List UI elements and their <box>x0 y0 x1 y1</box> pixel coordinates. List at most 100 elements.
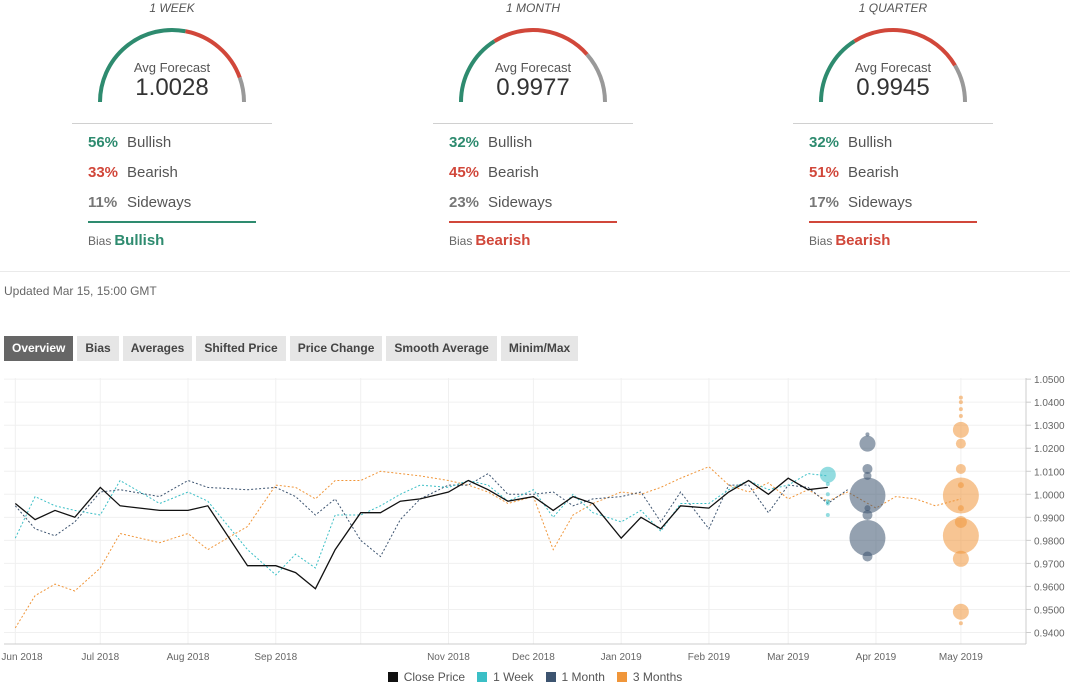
legend-label: 1 Week <box>493 670 534 684</box>
bullish-pct: 56% <box>88 134 119 151</box>
forecast-bubble <box>862 551 873 562</box>
x-tick-label: Jun 2018 <box>1 652 43 663</box>
y-tick-label: 0.9500 <box>1034 605 1065 616</box>
tab-price-change[interactable]: Price Change <box>289 336 383 361</box>
bearish-label: Bearish <box>488 164 539 181</box>
tab-shifted-price[interactable]: Shifted Price <box>196 336 286 361</box>
avg-forecast-label: Avg Forecast <box>494 60 572 75</box>
forecast-bubble <box>819 466 836 483</box>
bullish-row: 32% Bullish <box>449 133 532 153</box>
gauge-chart <box>459 28 607 103</box>
x-tick-label: Jul 2018 <box>81 652 119 663</box>
forecast-bubble <box>958 407 963 412</box>
bullish-pct: 32% <box>809 134 840 151</box>
legend-swatch <box>387 672 398 682</box>
bearish-label: Bearish <box>848 164 899 181</box>
tab-averages[interactable]: Averages <box>122 336 193 361</box>
sideways-label: Sideways <box>488 194 553 211</box>
y-tick-label: 0.9900 <box>1034 513 1065 524</box>
bias-value: Bullish <box>114 232 165 249</box>
legend-1-week[interactable]: 1 Week <box>477 670 534 684</box>
y-tick-label: 1.0500 <box>1034 375 1065 386</box>
avg-forecast-value: 0.9977 <box>496 74 570 101</box>
legend-label: 1 Month <box>561 670 605 684</box>
bearish-pct: 51% <box>809 164 840 181</box>
gauge-chart <box>819 28 967 103</box>
gauge-segment-bullish <box>98 28 186 103</box>
panel-title: 1 QUARTER <box>858 1 928 15</box>
legend-swatch <box>616 672 627 682</box>
bullish-row: 32% Bullish <box>809 133 892 153</box>
y-tick-label: 1.0400 <box>1034 398 1065 409</box>
legend-3-months[interactable]: 3 Months <box>616 670 682 684</box>
chart-tabs: Overview Bias Averages Shifted Price Pri… <box>4 336 582 361</box>
bearish-row: 45% Bearish <box>449 163 539 183</box>
bias-value: Bearish <box>835 232 891 249</box>
gauge-segment-sideways <box>585 53 607 103</box>
tab-overview[interactable]: Overview <box>4 336 74 361</box>
bias-label: Bias <box>88 234 112 248</box>
sideways-label: Sideways <box>127 194 192 211</box>
x-tick-label: Mar 2019 <box>767 652 810 663</box>
gauge-segment-bearish <box>493 28 589 56</box>
bias-row: Bias Bullish <box>88 232 164 249</box>
y-tick-label: 1.0000 <box>1034 490 1065 501</box>
x-tick-label: Nov 2018 <box>427 652 470 663</box>
bias-line <box>88 221 256 223</box>
bearish-pct: 33% <box>88 164 119 181</box>
forecast-bubble <box>825 492 830 497</box>
bias-label: Bias <box>449 234 473 248</box>
legend-1-month[interactable]: 1 Month <box>545 670 605 684</box>
bullish-row: 56% Bullish <box>88 133 171 153</box>
x-tick-label: Aug 2018 <box>167 652 210 663</box>
avg-forecast-value: 0.9945 <box>856 74 930 101</box>
sideways-pct: 11% <box>88 194 118 211</box>
divider <box>433 123 633 124</box>
y-tick-label: 0.9700 <box>1034 559 1065 570</box>
forecast-bubble <box>825 501 830 506</box>
panel-title: 1 MONTH <box>506 1 560 15</box>
tab-minim-max[interactable]: Minim/Max <box>500 336 579 361</box>
bias-line <box>809 221 977 223</box>
forecast-bubble <box>952 550 969 567</box>
avg-forecast-label: Avg Forecast <box>854 60 932 75</box>
bullish-label: Bullish <box>488 134 533 151</box>
forecast-bubble <box>865 432 870 437</box>
gauge-segment-bearish <box>185 29 242 79</box>
tab-bias[interactable]: Bias <box>77 336 119 361</box>
series-line-3-months <box>14 466 962 629</box>
bias-row: Bias Bearish <box>809 232 890 249</box>
avg-forecast-label: Avg Forecast <box>133 60 211 75</box>
legend-close-price[interactable]: Close Price <box>387 670 465 684</box>
forecast-bubble <box>958 621 963 626</box>
gauge-chart <box>98 28 246 103</box>
y-tick-label: 0.9600 <box>1034 582 1065 593</box>
x-tick-label: Apr 2019 <box>856 652 897 663</box>
y-tick-label: 1.0300 <box>1034 421 1065 432</box>
forecast-bubble <box>958 414 963 418</box>
section-divider <box>0 271 1070 272</box>
y-tick-label: 0.9400 <box>1034 628 1065 639</box>
bullish-label: Bullish <box>127 134 172 151</box>
bearish-label: Bearish <box>127 164 178 181</box>
forecast-bubble <box>957 505 964 512</box>
sideways-row: 23% Sideways <box>449 193 552 213</box>
legend-swatch <box>545 672 556 682</box>
forecast-bubble <box>864 505 871 512</box>
forecast-bubble <box>859 435 876 452</box>
bias-label: Bias <box>809 234 833 248</box>
bearish-row: 51% Bearish <box>809 163 899 183</box>
sideways-row: 17% Sideways <box>809 193 912 213</box>
bias-value: Bearish <box>475 232 531 249</box>
bias-line <box>449 221 617 223</box>
updated-timestamp: Updated Mar 15, 15:00 GMT <box>4 284 157 298</box>
y-tick-label: 0.9800 <box>1034 536 1065 547</box>
tab-smooth-average[interactable]: Smooth Average <box>386 336 497 361</box>
x-tick-label: Sep 2018 <box>254 652 297 663</box>
series-line-1-week <box>14 473 828 576</box>
forecast-bubble <box>942 517 979 554</box>
chart-legend: Close Price 1 Week 1 Month 3 Months <box>0 670 1070 684</box>
forecast-chart: 1.0500 1.0400 1.0300 1.0200 1.0100 1.0000 0.99… <box>1 375 1065 663</box>
gauge-segment-bearish <box>853 28 957 67</box>
bearish-row: 33% Bearish <box>88 163 178 183</box>
